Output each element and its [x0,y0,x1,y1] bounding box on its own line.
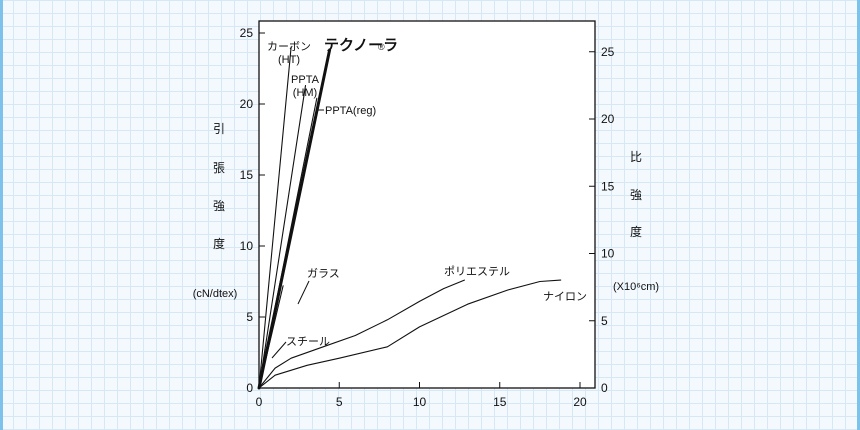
y-right-tick-label: 20 [601,112,615,126]
y-right-tick-label: 5 [601,314,608,328]
y-left-axis-label-char: 度 [213,236,225,251]
plot-area [258,20,596,389]
y-left-tick-label: 10 [240,239,254,253]
series-line-0 [258,46,292,389]
series-line-3 [257,48,332,390]
x-tick-label: 15 [493,395,507,409]
label-glass: ガラス [307,267,340,280]
label-steel-leader [271,341,287,359]
y-left-tick-label: 0 [246,381,253,395]
y-right-tick-label: 0 [601,381,608,395]
y-right-axis-label-char: 強 [630,188,642,202]
y-right-axis-label-char: 度 [630,224,642,239]
label-steel: スチール [286,335,330,348]
series-line-7 [258,279,562,389]
x-tick-label: 0 [256,395,263,409]
series-line-1 [258,84,307,389]
y-right-axis-label-char: 比 [630,150,642,164]
label-glass-leader [297,280,310,305]
label-ppta-hm: PPTA [291,74,320,86]
y-left-tick-label: 15 [240,168,254,182]
y-left-tick-label: 20 [240,97,254,111]
x-tick-label: 20 [573,395,587,409]
y-left-axis-unit: (cN/dtex) [193,288,238,300]
y-right-tick-label: 10 [601,247,615,261]
y-left-axis-label-char: 強 [213,199,225,213]
label-nylon: ナイロン [543,290,587,303]
frame-right-edge [857,0,860,430]
y-left-tick-label: 5 [246,310,253,324]
series-line-6 [258,279,465,389]
label-polyester: ポリエステル [444,265,510,278]
label-carbon-ht: (HT) [278,54,300,66]
y-right-tick-label: 25 [601,45,615,59]
series-line-5 [258,351,268,389]
x-tick-label: 10 [413,395,427,409]
frame-left-edge [0,0,3,430]
series-lines [257,46,562,390]
label-ppta-hm: (HM) [293,87,317,99]
label-carbon-ht: カーボン [267,40,311,53]
label-technora: テクノーラ [324,37,398,54]
axis-ticks: 0 5 10 15 20 0 5 10 15 20 25 0 5 10 15 20 25 [240,26,615,409]
x-tick-label: 5 [336,395,343,409]
y-left-axis-label-char: 引 [213,122,225,136]
label-ppta-reg: PPTA(reg) [325,105,376,117]
y-left-axis-label-char: 張 [213,161,225,175]
label-technora-mark: ® [378,42,385,52]
y-right-axis-unit: (X10⁶cm) [613,281,659,293]
y-right-tick-label: 15 [601,179,615,193]
y-left-tick-label: 25 [240,26,254,40]
